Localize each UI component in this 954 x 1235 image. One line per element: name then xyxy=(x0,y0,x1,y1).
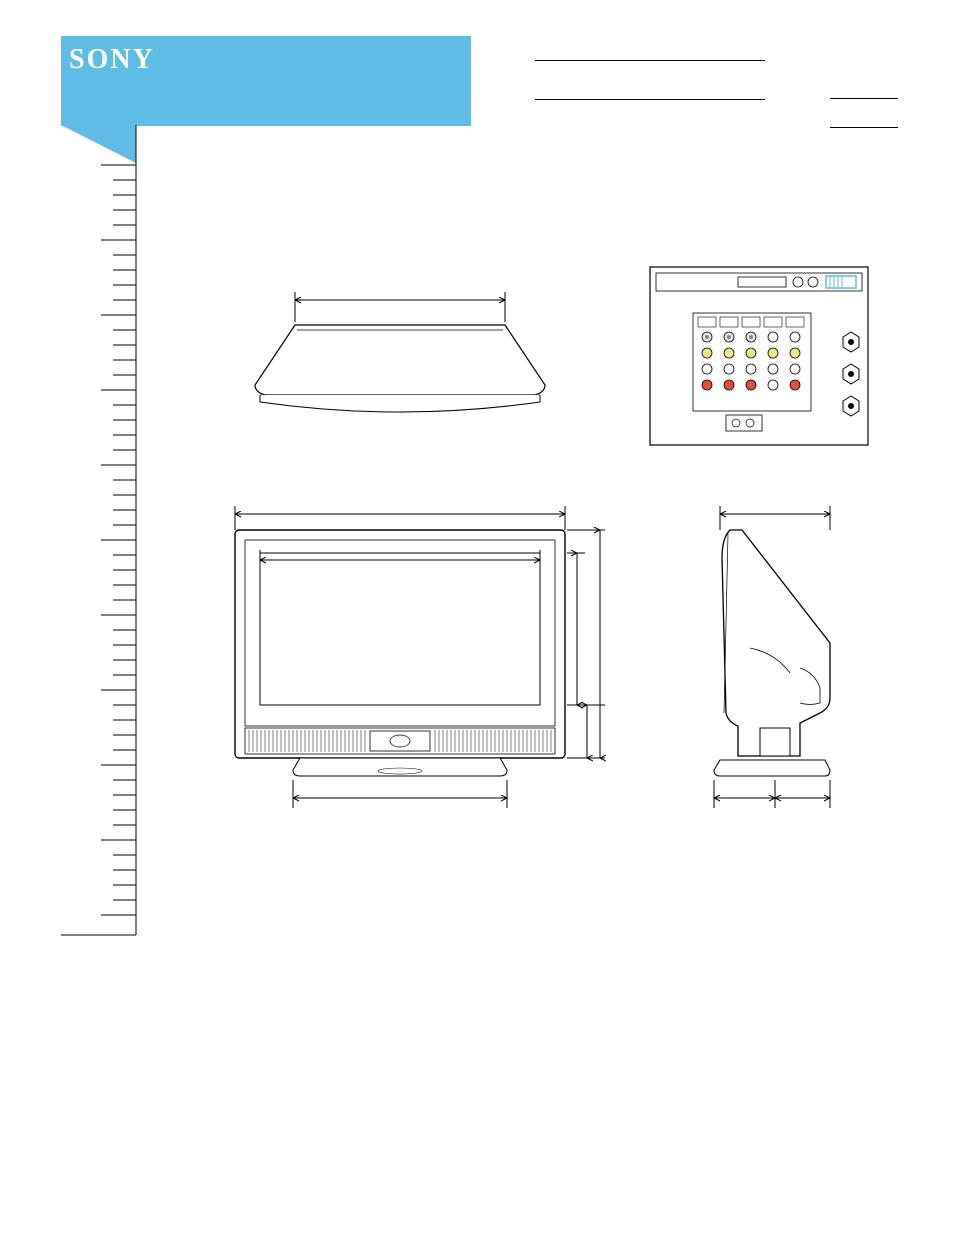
ruler-ticks xyxy=(101,165,136,915)
header-line xyxy=(830,98,898,99)
header-info-lines-right xyxy=(830,98,898,128)
ruler-svg xyxy=(61,125,141,965)
header-info-lines xyxy=(535,60,765,100)
rear-panel-diagram xyxy=(648,265,873,450)
header-line xyxy=(535,60,765,61)
header-diagonal xyxy=(61,125,136,163)
brand-logo: SONY xyxy=(69,44,155,76)
front-view-diagram xyxy=(215,498,625,838)
header-line xyxy=(535,99,765,100)
top-view-diagram xyxy=(235,280,565,440)
header-line xyxy=(830,127,898,128)
side-view-diagram xyxy=(680,498,880,838)
header-bar: SONY xyxy=(61,36,471,126)
